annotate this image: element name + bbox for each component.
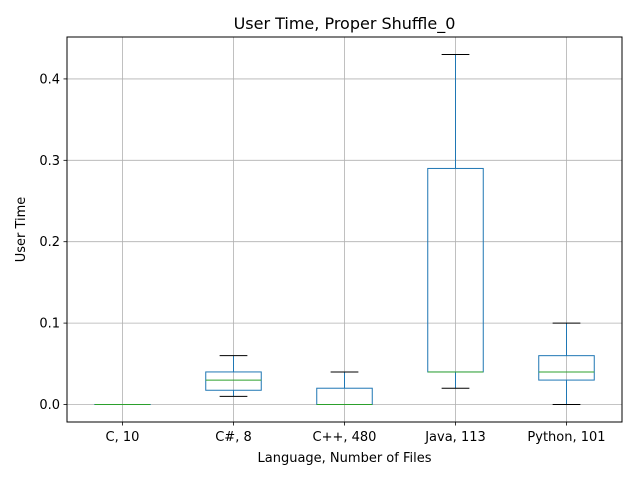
chart-title: User Time, Proper Shuffle_0 — [234, 14, 456, 34]
y-tick-label: 0.3 — [39, 154, 60, 169]
x-axis-title: Language, Number of Files — [258, 451, 432, 466]
axis-ticks: 0.0 0.1 0.2 0.3 0.4 C, 10 C#, 8 C++, 480 Java, 1… — [39, 72, 605, 445]
box-series — [94, 54, 595, 406]
grid-lines — [67, 37, 622, 422]
y-tick-label: 0.2 — [39, 235, 60, 250]
iqr-box — [205, 371, 262, 391]
x-tick-label: C++, 480 — [313, 430, 377, 445]
y-tick-label: 0.1 — [39, 317, 60, 332]
x-tick-label: C#, 8 — [215, 430, 252, 445]
iqr-box — [538, 355, 595, 381]
x-tick-label: C, 10 — [106, 430, 140, 445]
y-tick-label: 0.0 — [39, 398, 60, 413]
y-axis-title: User Time — [14, 197, 29, 263]
x-tick-label: Python, 101 — [527, 430, 605, 445]
y-tick-label: 0.4 — [39, 72, 60, 87]
x-tick-label: Java, 113 — [424, 430, 486, 445]
